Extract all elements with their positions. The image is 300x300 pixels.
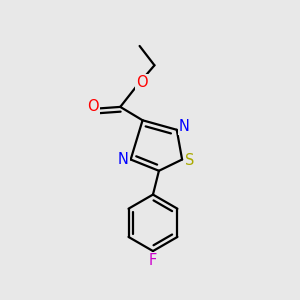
Text: N: N [118, 152, 128, 167]
Text: S: S [185, 154, 194, 169]
Text: F: F [149, 253, 157, 268]
Text: N: N [179, 119, 190, 134]
Text: O: O [136, 75, 148, 90]
Text: O: O [87, 99, 99, 114]
